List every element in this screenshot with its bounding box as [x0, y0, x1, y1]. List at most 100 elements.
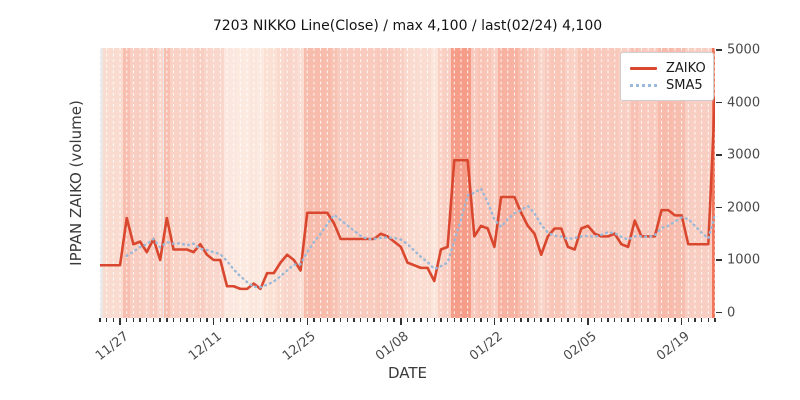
x-minor-tick-mark — [286, 318, 288, 322]
x-minor-tick-mark — [219, 318, 222, 322]
x-minor-tick-mark — [326, 318, 328, 322]
y-tick-label: 0 — [727, 305, 736, 320]
x-minor-tick-mark — [527, 318, 529, 322]
x-minor-tick-mark — [667, 318, 669, 322]
x-minor-tick-mark — [487, 318, 489, 322]
x-minor-tick-mark — [373, 318, 375, 322]
x-minor-tick-mark — [707, 318, 709, 322]
x-minor-tick-mark — [232, 318, 235, 322]
y-tick-label: 1000 — [727, 252, 761, 268]
x-minor-tick-mark — [112, 318, 115, 322]
x-minor-tick-mark — [453, 318, 455, 322]
x-minor-tick-mark — [239, 318, 242, 322]
x-minor-tick-mark — [560, 318, 562, 322]
x-major-tick-mark — [680, 318, 683, 325]
x-minor-tick-mark — [380, 318, 382, 322]
zaiko-line — [100, 97, 715, 291]
x-minor-tick-mark — [700, 318, 703, 322]
x-major-tick-mark — [306, 318, 308, 325]
x-minor-tick-mark — [580, 318, 582, 322]
legend-row-zaiko: ZAIKO — [630, 60, 706, 77]
x-axis-label: DATE — [387, 364, 428, 382]
x-minor-tick-mark — [159, 318, 161, 322]
legend-row-sma5: SMA5 — [630, 77, 704, 94]
x-minor-tick-mark — [473, 318, 476, 322]
legend-label-zaiko: ZAIKO — [666, 61, 706, 76]
x-minor-tick-mark — [253, 318, 255, 322]
y-tick-mark — [716, 101, 722, 104]
y-tick-label: 2000 — [727, 200, 761, 215]
x-minor-tick-mark — [386, 318, 389, 322]
x-minor-tick-mark — [406, 318, 409, 322]
x-minor-tick-mark — [573, 318, 576, 322]
y-tick-mark — [716, 154, 722, 156]
x-minor-tick-mark — [139, 318, 141, 322]
x-minor-tick-mark — [313, 318, 315, 322]
x-minor-tick-mark — [507, 318, 509, 322]
x-minor-tick-mark — [172, 318, 175, 322]
x-minor-tick-mark — [146, 318, 148, 322]
x-minor-tick-mark — [533, 318, 536, 322]
y-axis-label: IPPAN ZAIKO (volume) — [67, 100, 85, 266]
x-minor-tick-mark — [426, 318, 429, 322]
x-minor-tick-mark — [279, 318, 282, 322]
x-minor-tick-mark — [226, 318, 228, 322]
x-minor-tick-mark — [446, 318, 449, 322]
x-minor-tick-mark — [480, 318, 482, 322]
x-minor-tick-mark — [654, 318, 656, 322]
x-minor-tick-mark — [152, 318, 155, 322]
zaiko-line-swatch — [630, 67, 657, 70]
x-minor-tick-mark — [607, 318, 609, 322]
x-minor-tick-mark — [500, 318, 502, 322]
x-minor-tick-mark — [393, 318, 395, 322]
x-tick-label: 11/27 — [92, 329, 132, 364]
x-minor-tick-mark — [627, 318, 629, 322]
x-minor-tick-mark — [694, 318, 696, 322]
x-minor-tick-mark — [126, 318, 128, 322]
x-minor-tick-mark — [614, 318, 616, 322]
x-minor-tick-mark — [674, 318, 676, 322]
x-minor-tick-mark — [513, 318, 516, 322]
x-minor-tick-mark — [366, 318, 369, 322]
y-tick-label: 3000 — [727, 147, 761, 163]
x-minor-tick-mark — [440, 318, 442, 322]
x-tick-label: 12/25 — [279, 329, 319, 364]
x-minor-tick-mark — [660, 318, 663, 322]
y-tick-label: 4000 — [727, 95, 761, 110]
sma5-line-swatch — [630, 84, 657, 87]
x-minor-tick-mark — [299, 318, 302, 322]
x-minor-tick-mark — [540, 318, 542, 322]
x-minor-tick-mark — [687, 318, 689, 322]
x-major-tick-mark — [587, 318, 589, 325]
day-stripe — [711, 48, 715, 318]
x-minor-tick-mark — [346, 318, 349, 322]
x-minor-tick-mark — [132, 318, 135, 322]
x-minor-tick-mark — [460, 318, 462, 322]
x-minor-tick-mark — [166, 318, 168, 322]
y-tick-label: 5000 — [727, 42, 761, 58]
x-minor-tick-mark — [466, 318, 469, 322]
legend: ZAIKO SMA5 — [620, 52, 714, 101]
x-minor-tick-mark — [186, 318, 188, 322]
x-minor-tick-mark — [259, 318, 262, 322]
x-tick-label: 01/08 — [373, 329, 413, 364]
x-minor-tick-mark — [634, 318, 636, 322]
x-minor-tick-mark — [600, 318, 603, 322]
x-minor-tick-mark — [339, 318, 342, 322]
x-minor-tick-mark — [353, 318, 355, 322]
x-minor-tick-mark — [319, 318, 322, 322]
x-tick-label: 02/05 — [560, 329, 600, 364]
y-tick-mark — [716, 311, 722, 314]
x-minor-tick-mark — [420, 318, 422, 322]
x-minor-tick-mark — [199, 318, 201, 322]
x-minor-tick-mark — [567, 318, 569, 322]
y-tick-mark — [716, 49, 722, 51]
x-tick-label: 12/11 — [186, 329, 225, 364]
x-minor-tick-mark — [246, 318, 248, 322]
x-minor-tick-mark — [620, 318, 623, 322]
x-minor-tick-mark — [433, 318, 435, 322]
x-minor-tick-mark — [206, 318, 208, 322]
x-minor-tick-mark — [553, 318, 556, 322]
x-minor-tick-mark — [647, 318, 649, 322]
